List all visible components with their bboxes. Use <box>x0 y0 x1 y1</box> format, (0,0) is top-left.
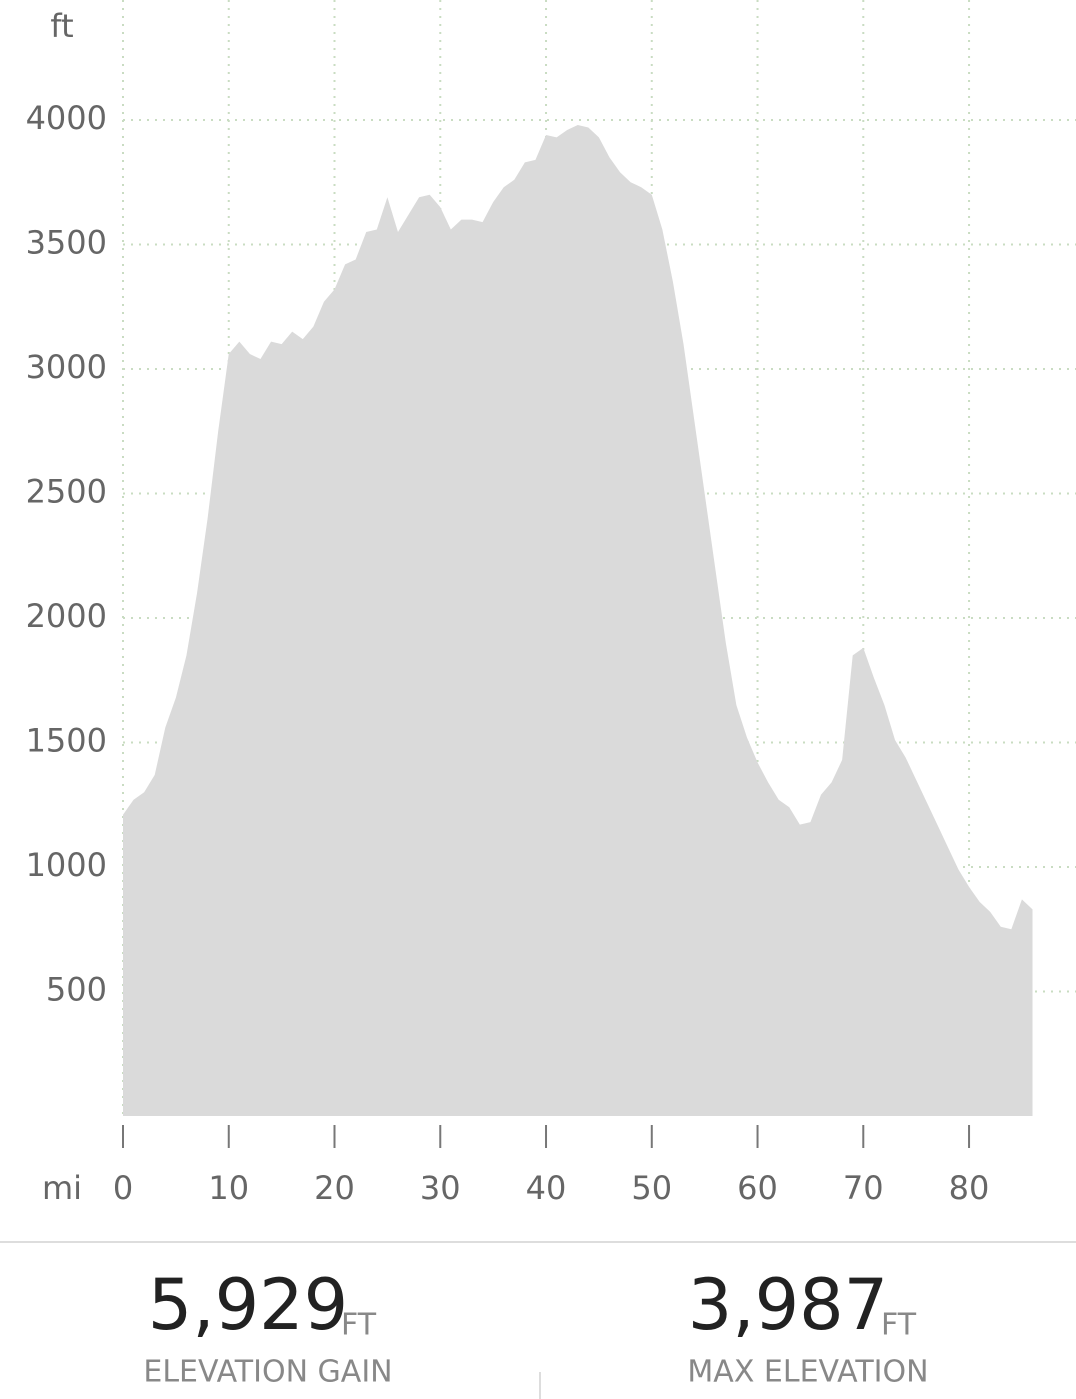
x-tick-label: 60 <box>737 1169 778 1207</box>
x-tick-label: 30 <box>420 1169 461 1207</box>
x-tick-label: 80 <box>949 1169 990 1207</box>
stat-value: 3,987 <box>688 1264 888 1346</box>
stat-unit: FT <box>341 1308 377 1343</box>
stat-label: ELEVATION GAIN <box>143 1355 392 1390</box>
x-tick-label: 10 <box>208 1169 249 1207</box>
elevation-area <box>123 124 1033 1117</box>
stat-value: 5,929 <box>148 1264 348 1346</box>
y-unit-label: ft <box>50 7 73 45</box>
y-tick-label: 3500 <box>26 224 107 262</box>
y-tick-label: 2500 <box>26 473 107 511</box>
x-unit-label: mi <box>42 1169 82 1207</box>
x-tick-label: 0 <box>113 1169 133 1207</box>
x-tick-label: 40 <box>526 1169 567 1207</box>
y-tick-label: 4000 <box>26 99 107 137</box>
x-tick-label: 70 <box>843 1169 884 1207</box>
y-tick-label: 1000 <box>26 846 107 884</box>
stat-unit: FT <box>881 1308 917 1343</box>
stat-label: MAX ELEVATION <box>687 1355 928 1390</box>
y-tick-label: 500 <box>46 971 107 1009</box>
y-tick-label: 2000 <box>26 597 107 635</box>
x-tick-label: 20 <box>314 1169 355 1207</box>
x-tick-label: 50 <box>631 1169 672 1207</box>
y-tick-label: 3000 <box>26 348 107 386</box>
y-tick-label: 1500 <box>26 722 107 760</box>
